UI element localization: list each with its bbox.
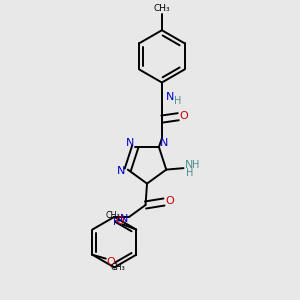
Text: H: H: [174, 96, 181, 106]
Text: H: H: [186, 168, 194, 178]
Text: N: N: [120, 214, 128, 224]
Text: O: O: [106, 256, 115, 267]
Text: H: H: [192, 160, 200, 170]
Text: O: O: [166, 196, 174, 206]
Text: CH₃: CH₃: [154, 4, 170, 13]
Text: H: H: [113, 217, 120, 227]
Text: N: N: [185, 160, 193, 170]
Text: N: N: [117, 166, 125, 176]
Text: N: N: [166, 92, 174, 102]
Text: O: O: [179, 111, 188, 121]
Text: N: N: [160, 138, 168, 148]
Text: O: O: [115, 217, 124, 226]
Text: N: N: [126, 138, 134, 148]
Text: CH₃: CH₃: [105, 211, 120, 220]
Text: CH₃: CH₃: [110, 263, 125, 272]
